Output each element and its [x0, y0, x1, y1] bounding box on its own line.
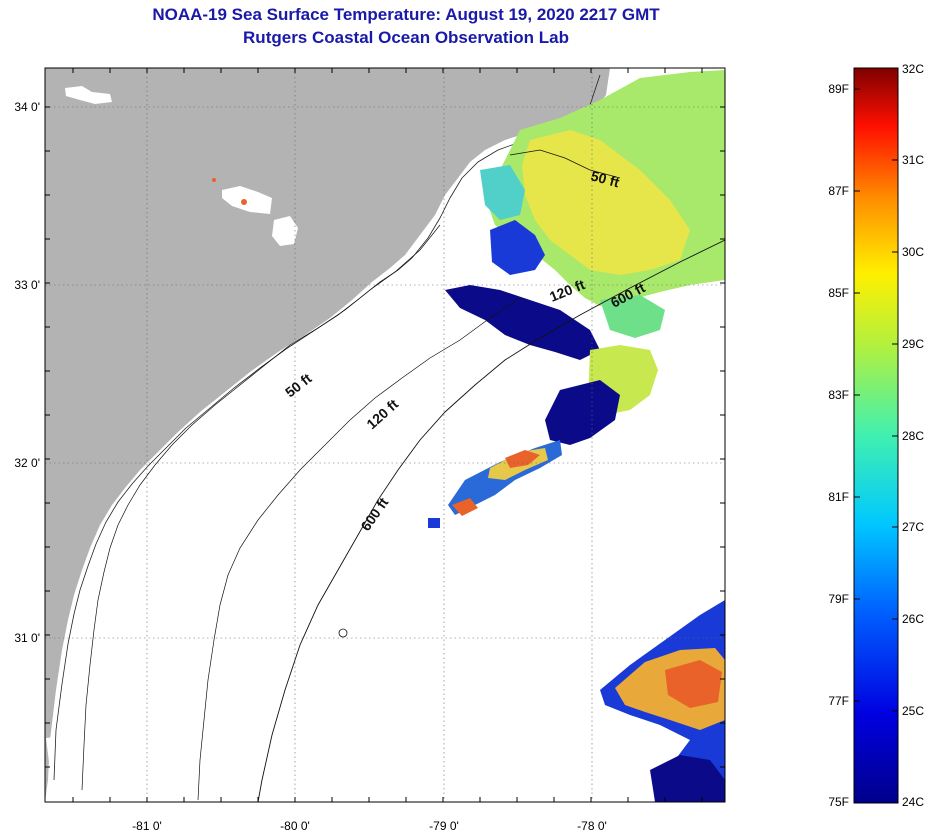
depth-contour-50ft [81, 224, 441, 791]
lat-tick-label: 34 0' [14, 100, 40, 114]
sst-patch-navy [445, 285, 600, 360]
land-cloud [272, 216, 298, 246]
map-title: NOAA-19 Sea Surface Temperature: August … [152, 5, 660, 24]
coastline [53, 74, 601, 781]
lat-tick-label: 32 0' [14, 456, 40, 470]
depth-label-50ft-north: 50 ft [589, 167, 621, 190]
colorbar [853, 67, 899, 804]
land-mass [45, 68, 610, 802]
grid [45, 68, 725, 802]
lon-tick-label: -78 0' [577, 819, 607, 832]
colorbar-c-label: 32C [902, 62, 924, 76]
warm-pixel [212, 178, 216, 182]
colorbar-f-label: 77F [828, 694, 849, 708]
land-cloud [65, 86, 112, 104]
colorbar-c-label: 24C [902, 795, 924, 809]
colorbar-c-label: 28C [902, 429, 924, 443]
lon-tick-label: -81 0' [132, 819, 162, 832]
colorbar-c-label: 26C [902, 612, 924, 626]
colorbar-f-label: 79F [828, 592, 849, 606]
colorbar-f-label: 75F [828, 795, 849, 809]
lon-tick-label: -80 0' [280, 819, 310, 832]
sst-patch-southeast-hot [665, 660, 722, 708]
sst-patch-band-navy [545, 380, 620, 445]
sst-patch-north-cyan [480, 165, 525, 220]
colorbar-c-label: 29C [902, 337, 924, 351]
colorbar-c-label: 27C [902, 520, 924, 534]
sst-filament-hot [452, 498, 478, 516]
plot-frame [44, 67, 726, 803]
colorbar-f-label: 89F [828, 82, 849, 96]
map-subtitle: Rutgers Coastal Ocean Observation Lab [243, 28, 569, 47]
colorbar-c-label: 30C [902, 245, 924, 259]
colorbar-c-label: 25C [902, 704, 924, 718]
sst-patch-blue [490, 220, 545, 275]
depth-contour-120ft-north [509, 149, 621, 179]
sst-patch-north-yellow [522, 130, 690, 275]
colorbar-c-label: 31C [902, 153, 924, 167]
colorbar-f-label: 81F [828, 490, 849, 504]
lat-tick-label: 33 0' [14, 278, 40, 292]
colorbar-f-label: 87F [828, 184, 849, 198]
sst-patch-green-mid [600, 295, 665, 338]
warm-pixel [241, 199, 247, 205]
land-cloud [46, 736, 72, 770]
depth-contour-120ft [197, 297, 521, 801]
colorbar-f-label: 83F [828, 388, 849, 402]
depth-contour-ring [338, 628, 348, 638]
depth-contour-600ft [257, 239, 725, 802]
lat-tick-label: 31 0' [14, 631, 40, 645]
sst-patch-southeast-navy [650, 755, 725, 802]
land-cloud [222, 186, 272, 214]
axis-ticks [45, 68, 725, 802]
sst-filament-hot [505, 450, 540, 468]
sst-pixel [428, 518, 440, 528]
lon-tick-label: -79 0' [429, 819, 459, 832]
colorbar-f-label: 85F [828, 286, 849, 300]
colorbar-ticks [854, 88, 898, 712]
